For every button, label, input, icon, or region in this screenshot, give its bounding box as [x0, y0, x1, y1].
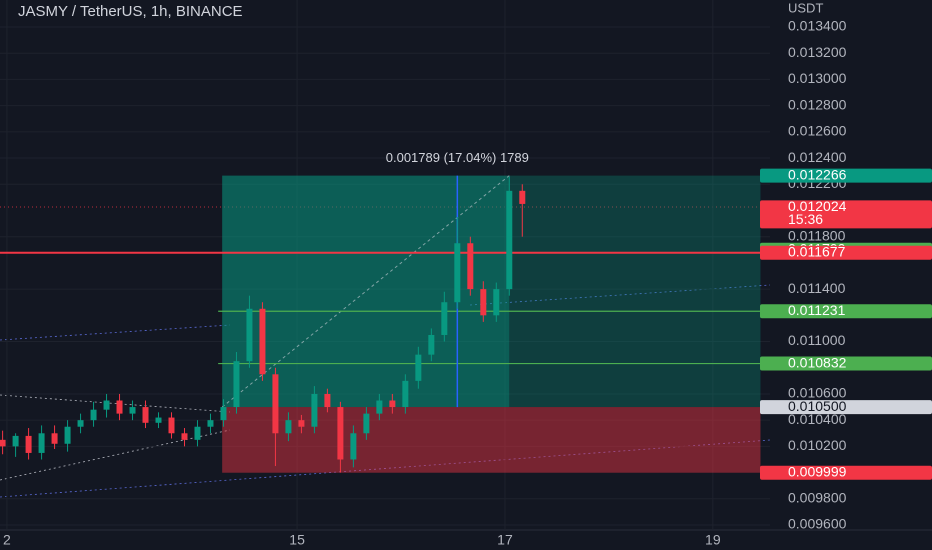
price-badge: [760, 465, 932, 480]
trend-line: [0, 324, 231, 341]
price-badge-label: 0.009999: [788, 463, 847, 479]
candle-body: [12, 435, 19, 447]
candle-body: [324, 393, 331, 408]
candle-body: [155, 417, 162, 423]
candle-body: [350, 433, 357, 460]
candle-body: [64, 426, 71, 444]
price-badge: [760, 356, 932, 371]
y-tick-label: 0.013200: [788, 44, 847, 60]
candle-body: [519, 190, 526, 204]
measure-label: 0.001789 (17.04%) 1789: [386, 150, 529, 165]
y-tick-label: 0.012800: [788, 96, 847, 112]
x-tick-label: 2: [3, 532, 11, 548]
candle-body: [181, 433, 188, 440]
candle-body: [259, 308, 266, 375]
candle-body: [298, 420, 305, 427]
x-tick-label: 15: [289, 532, 305, 548]
chart-title: JASMY / TetherUS, 1h, BINANCE: [18, 3, 243, 20]
price-badge-label: 0.011677: [788, 244, 846, 260]
candle-body: [311, 393, 318, 427]
trend-line: [0, 429, 231, 481]
price-badge: [760, 245, 932, 260]
x-tick-label: 17: [497, 532, 513, 548]
loss-zone: [222, 407, 761, 473]
candle-body: [493, 289, 500, 316]
candle-body: [441, 302, 448, 335]
candle-body: [220, 407, 227, 421]
candle-body: [454, 243, 461, 303]
entry-diagonal: [221, 175, 510, 408]
candle-body: [272, 374, 279, 434]
y-tick-label: 0.010600: [788, 385, 847, 401]
y-tick-label: 0.009800: [788, 490, 847, 506]
candle-body: [415, 354, 422, 381]
candle-body: [246, 308, 253, 362]
y-tick-label: 0.011000: [788, 332, 846, 348]
candle-body: [389, 400, 396, 408]
candle-body: [77, 420, 84, 427]
candle-body: [285, 420, 292, 434]
candle-body: [168, 417, 175, 434]
candle-body: [506, 190, 513, 290]
price-badge: [760, 304, 932, 319]
candle-body: [116, 400, 123, 414]
candle-body: [142, 407, 149, 423]
y-tick-label: 0.012400: [788, 149, 847, 165]
price-badge: [760, 168, 932, 183]
candle-body: [233, 361, 240, 408]
candle-body: [337, 407, 344, 460]
candle-body: [0, 439, 6, 447]
trend-line: [0, 394, 231, 413]
y-tick-label: 0.010200: [788, 437, 847, 453]
y-tick-label: 0.013400: [788, 18, 847, 34]
candle-body: [103, 400, 110, 410]
y-tick-label: 0.012600: [788, 123, 847, 139]
y-tick-label: 0.011800: [788, 227, 846, 243]
x-tick-label: 19: [705, 532, 721, 548]
price-badge-label: 0.010832: [788, 354, 847, 370]
candle-body: [194, 426, 201, 440]
candle-body: [363, 413, 370, 434]
y-tick-label: 0.009600: [788, 516, 847, 532]
price-badge: [760, 200, 932, 229]
candle-body: [207, 420, 214, 427]
candle-body: [51, 433, 58, 444]
candle-body: [467, 243, 474, 290]
candle-body: [129, 407, 136, 414]
y-axis-unit: USDT: [788, 0, 823, 15]
y-tick-label: 0.010400: [788, 411, 847, 427]
trend-line: [469, 284, 771, 306]
trend-line: [0, 439, 771, 498]
price-countdown: 15:36: [788, 211, 823, 227]
y-tick-label: 0.013000: [788, 70, 847, 86]
candle-body: [25, 435, 32, 453]
candle-body: [402, 380, 409, 408]
candle-body: [480, 289, 487, 316]
candle-body: [38, 433, 45, 453]
price-badge-label: 0.011231: [788, 302, 846, 318]
y-tick-label: 0.011400: [788, 280, 846, 296]
candle-body: [376, 400, 383, 414]
candle-body: [428, 334, 435, 355]
candle-body: [90, 409, 97, 421]
price-badge: [760, 400, 932, 415]
price-badge-label: 0.012024: [788, 198, 847, 214]
price-badge-label: 0.012266: [788, 166, 847, 182]
price-badge-label: 0.010500: [788, 398, 847, 414]
profit-zone-extended: [509, 175, 761, 408]
